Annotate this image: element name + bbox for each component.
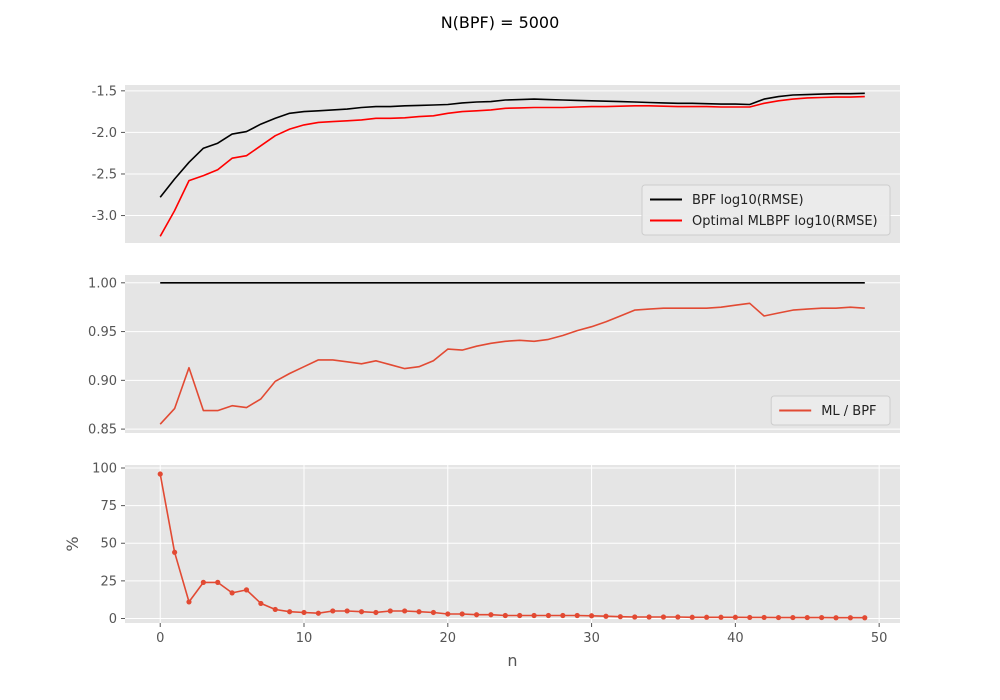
y-tick-label: 50 xyxy=(100,537,117,552)
data-point xyxy=(215,579,221,585)
data-point xyxy=(387,608,393,614)
y-tick-label: -3.0 xyxy=(92,209,117,224)
y-tick-label: 25 xyxy=(100,574,117,589)
y-tick-label: 0.95 xyxy=(88,325,117,340)
legend: ML / BPF xyxy=(770,395,891,426)
series-line-2 xyxy=(159,302,865,425)
data-point xyxy=(186,599,192,605)
data-point xyxy=(617,614,623,620)
x-tick-label: 10 xyxy=(296,631,313,646)
data-point xyxy=(646,614,652,620)
data-point xyxy=(632,614,638,620)
data-point xyxy=(157,471,163,477)
x-tick-label: 40 xyxy=(727,631,744,646)
data-point xyxy=(243,587,250,593)
data-point xyxy=(200,579,206,585)
data-point xyxy=(315,610,321,616)
data-point xyxy=(358,609,365,615)
data-point xyxy=(732,614,738,620)
x-tick-label: 0 xyxy=(156,631,164,646)
panel-2: 0.85 0.90 0.95 1.00 ML / BPF xyxy=(88,275,900,438)
series-line-1 xyxy=(159,92,865,198)
y-tick-label: 100 xyxy=(92,462,117,477)
y-tick-label: 1.00 xyxy=(88,276,117,291)
data-point xyxy=(430,609,437,616)
data-point xyxy=(819,614,825,621)
data-point xyxy=(833,615,839,621)
data-point xyxy=(373,609,379,616)
x-axis-label: n xyxy=(507,651,517,670)
data-point xyxy=(689,614,695,620)
legend-box xyxy=(770,395,891,426)
data-point xyxy=(459,611,465,617)
y-tick-label: -2.0 xyxy=(92,126,117,141)
legend-label: Optimal MLBPF log10(RMSE) xyxy=(692,214,878,229)
data-point xyxy=(258,600,264,607)
data-point xyxy=(675,614,681,620)
data-point xyxy=(531,612,537,619)
legend-label: BPF log10(RMSE) xyxy=(692,193,804,208)
data-point xyxy=(560,612,566,619)
legend-label: ML / BPF xyxy=(821,404,876,419)
y-tick-label: 0 xyxy=(109,612,117,627)
data-point xyxy=(747,614,753,621)
y-axis-label: % xyxy=(63,536,82,551)
data-point xyxy=(847,615,853,621)
data-point xyxy=(445,611,451,617)
data-point xyxy=(330,608,336,614)
data-point xyxy=(761,614,767,621)
data-point xyxy=(473,612,480,618)
panel-3: 0 25 50 75 100 0 10 20 30 40 50% n xyxy=(63,462,900,670)
series-line-2 xyxy=(159,95,865,237)
data-point xyxy=(272,606,278,613)
data-point xyxy=(603,613,609,619)
data-point xyxy=(545,612,552,619)
data-point xyxy=(588,613,595,619)
data-point xyxy=(287,609,293,615)
x-tick-label: 20 xyxy=(440,631,457,646)
data-point xyxy=(517,612,523,619)
data-point xyxy=(172,549,178,555)
data-point xyxy=(660,614,667,620)
legend-box xyxy=(641,184,891,236)
panel-1: -3.0 -2.5 -2.0 -1.5 BPF log10(RMSE) Optimal M… xyxy=(92,84,900,243)
plot-area xyxy=(125,465,900,623)
data-point xyxy=(344,608,350,614)
y-tick-label: -2.5 xyxy=(92,167,117,182)
data-point xyxy=(402,608,408,614)
x-tick-label: 30 xyxy=(583,631,600,646)
data-point xyxy=(229,590,235,596)
data-point xyxy=(804,614,810,621)
data-point xyxy=(301,609,307,616)
legend: BPF log10(RMSE) Optimal MLBPF log10(RMSE) xyxy=(641,184,891,236)
x-tick-label: 50 xyxy=(871,631,888,646)
data-point xyxy=(775,614,782,621)
figure-title: N(BPF) = 5000 xyxy=(441,13,560,32)
data-point xyxy=(502,612,508,619)
data-point xyxy=(416,609,422,615)
y-tick-label: 75 xyxy=(100,499,117,514)
y-tick-label: -1.5 xyxy=(92,84,117,99)
data-point xyxy=(704,614,710,620)
data-point xyxy=(574,612,580,619)
y-tick-label: 0.85 xyxy=(88,423,117,438)
data-point xyxy=(862,615,868,621)
y-tick-label: 0.90 xyxy=(88,374,117,389)
data-point xyxy=(790,614,796,621)
data-point xyxy=(718,614,724,620)
data-point xyxy=(488,612,494,618)
